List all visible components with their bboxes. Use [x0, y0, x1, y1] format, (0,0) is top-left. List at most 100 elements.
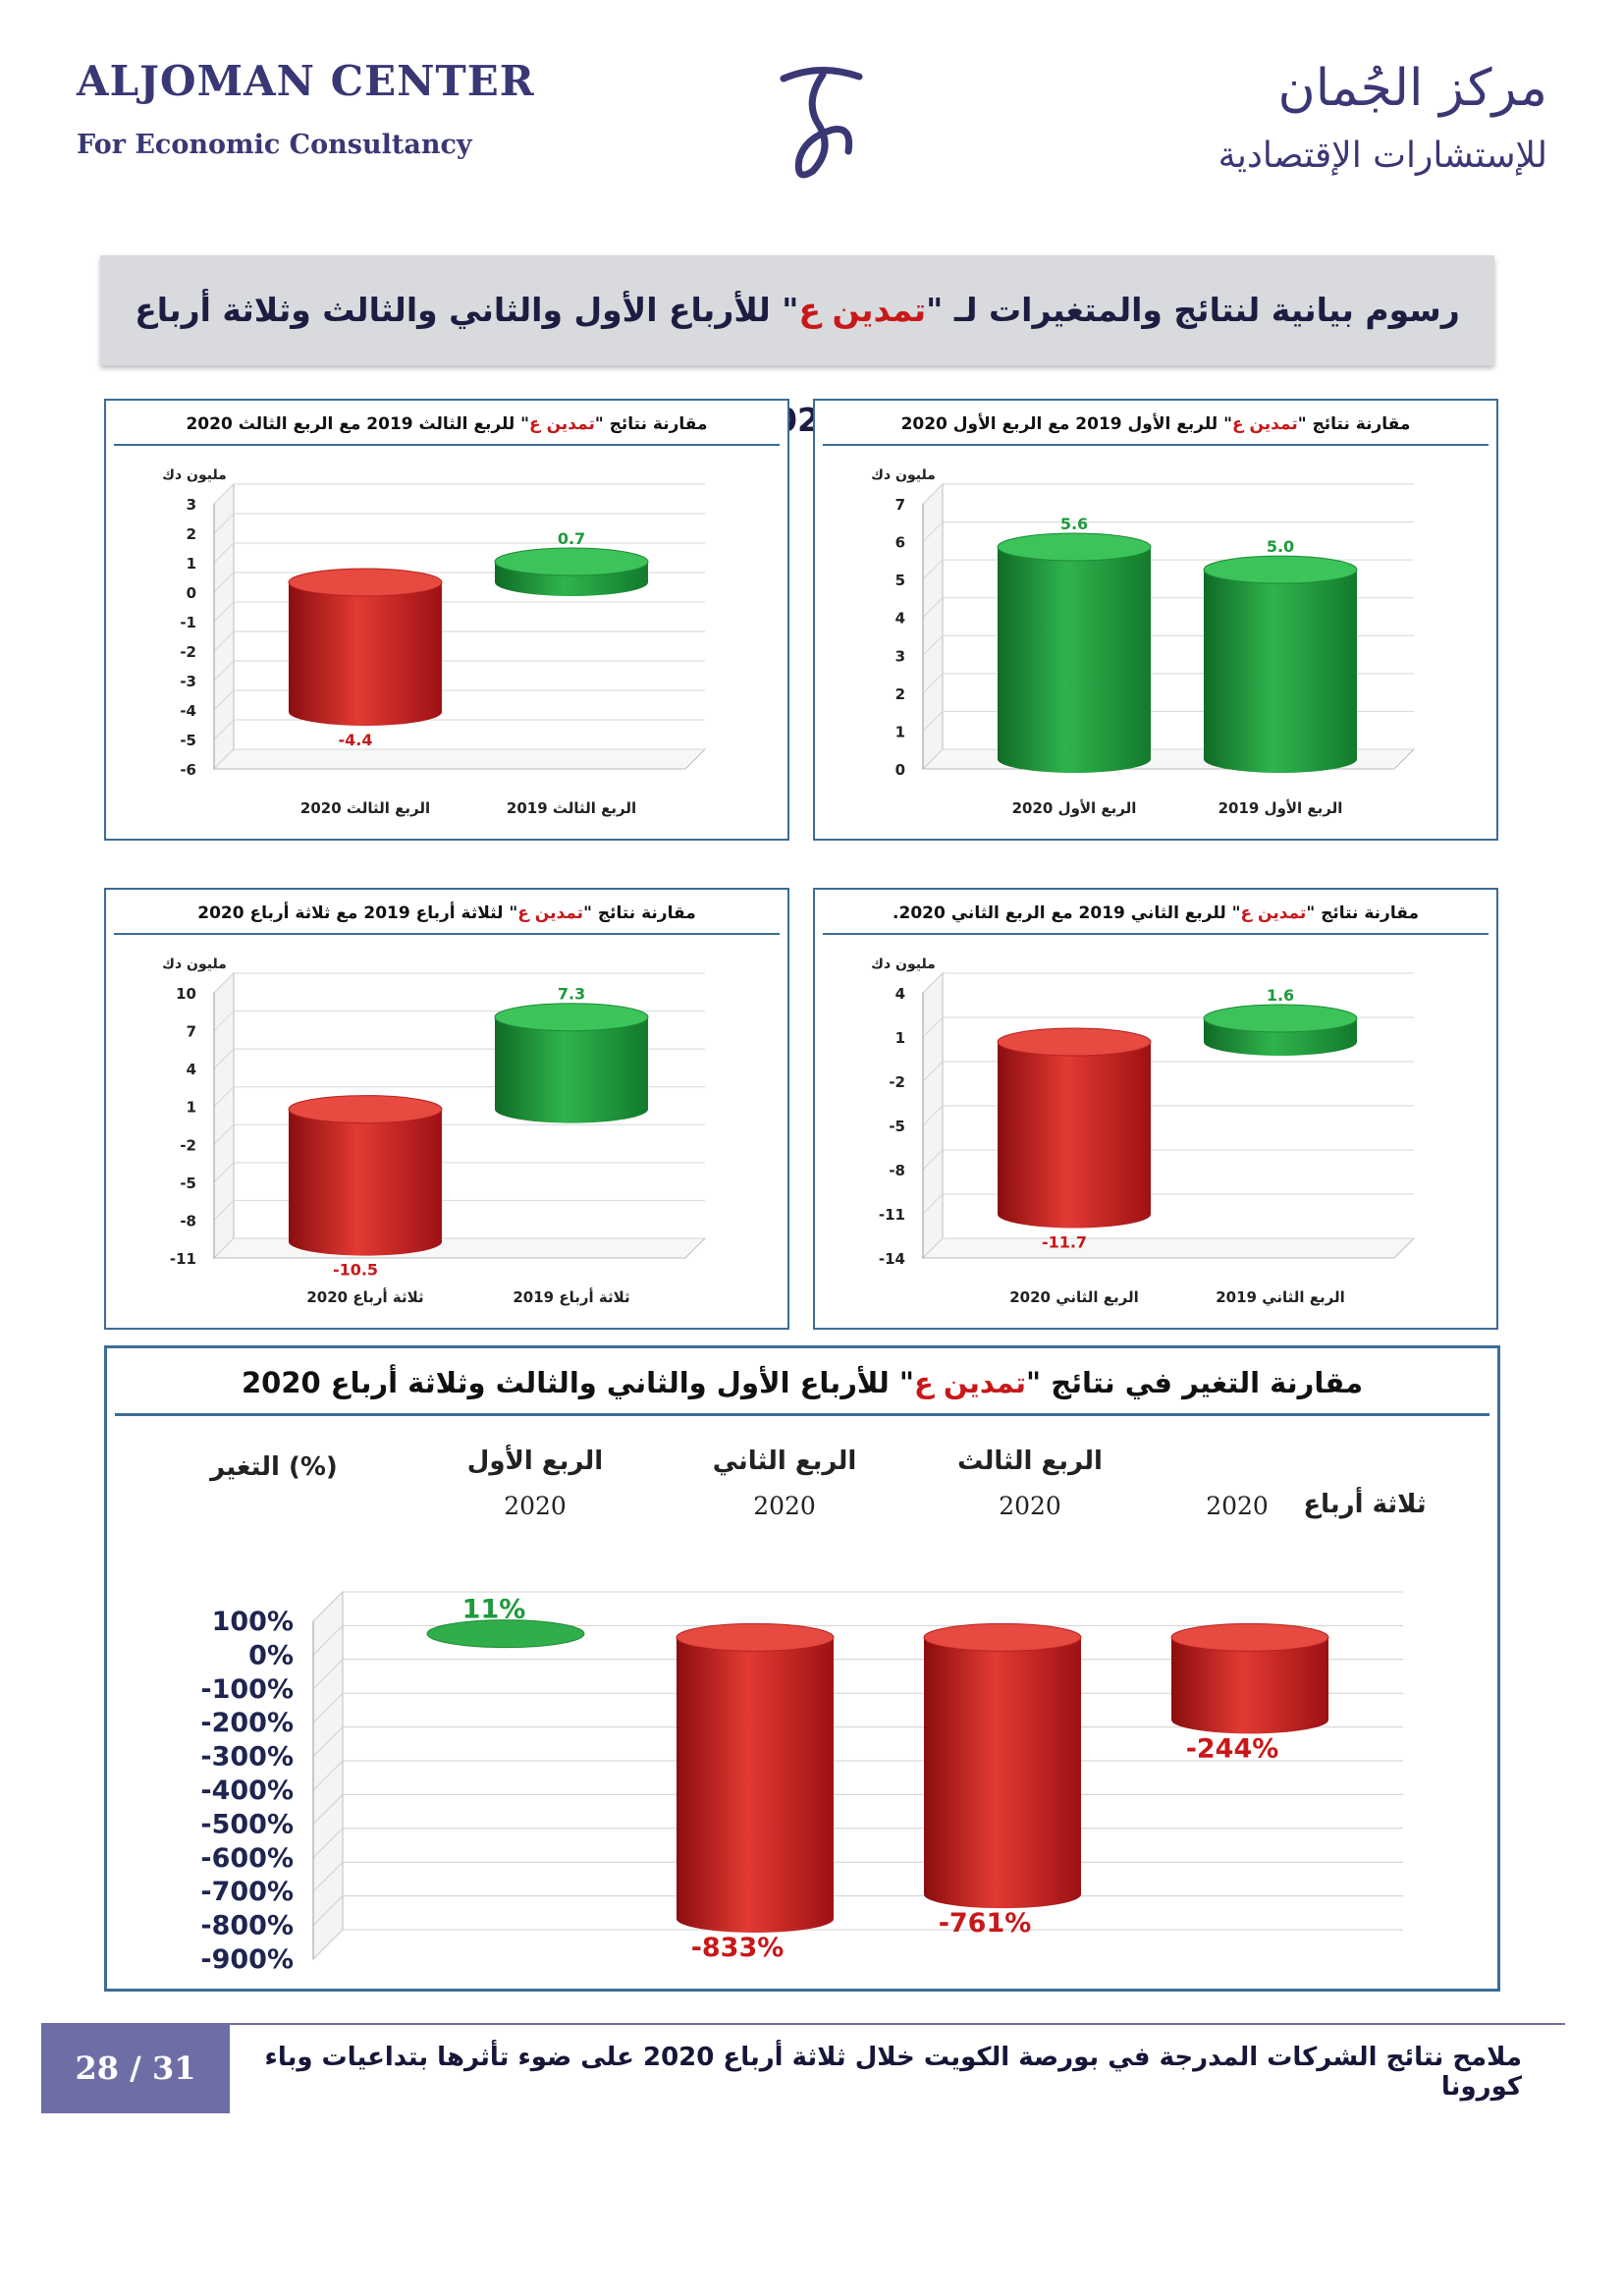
- footer-divider: [230, 2023, 1565, 2025]
- y-tick-label: -5: [180, 1175, 196, 1192]
- gridline: [312, 1624, 1403, 1656]
- bar-top: [676, 1622, 835, 1652]
- y-tick-label: 5: [895, 572, 905, 589]
- bar-top: [494, 547, 649, 576]
- y-tick-label: 1: [895, 1029, 905, 1047]
- chart-panel-q2: مقارنة نتائج "تمدين ع" للربع الثاني 2019…: [813, 888, 1498, 1330]
- chart-panel-q3: مقارنة نتائج "تمدين ع" للربع الثالث 2019…: [104, 399, 789, 841]
- data-label: 0.7: [558, 529, 585, 548]
- y-tick-label: -11: [170, 1250, 196, 1268]
- y-axis-label: مليون دك: [162, 957, 227, 972]
- floor: [921, 1237, 1416, 1259]
- brand-logo-icon: [766, 61, 874, 189]
- chart-title: مقارنة نتائج "تمدين ع" للربع الثالث 2019…: [114, 405, 780, 446]
- y-tick-label: -5: [889, 1118, 905, 1135]
- data-label: 1.6: [1267, 986, 1294, 1005]
- gridline: [213, 689, 705, 711]
- en-brand-subtitle: For Economic Consultancy: [77, 130, 472, 160]
- y-tick-label: -3: [180, 673, 196, 690]
- gridline: [312, 1760, 1403, 1791]
- gridline: [922, 1237, 1414, 1259]
- y-tick-label: -700%: [200, 1877, 294, 1907]
- gridline: [312, 1861, 1403, 1892]
- y-tick-label: 3: [187, 496, 196, 514]
- ar-brand-title: مركز الجُمان: [1277, 59, 1547, 118]
- gridline: [312, 1591, 1403, 1622]
- bar-positive: [998, 547, 1151, 773]
- chart-q3: 3 2 1 0 -1 -2 -3 -4 -5 -6 مليون دك -4.4 الربع الثالث…: [162, 467, 707, 817]
- gridline: [213, 719, 705, 740]
- page-banner: رسوم بيانية لنتائج والمتغيرات لـ "تمدين …: [100, 255, 1494, 439]
- gridline: [312, 1929, 1403, 1960]
- y-axis-label: مليون دك: [162, 467, 227, 483]
- data-label: 7.3: [558, 985, 585, 1004]
- gridline: [312, 1828, 1403, 1859]
- y-tick-label: -300%: [200, 1742, 294, 1773]
- y-tick-label: -14: [879, 1250, 905, 1268]
- y-tick-label: -1: [180, 614, 196, 631]
- y-tick-label: 10: [176, 985, 196, 1003]
- y-tick-label: -900%: [200, 1944, 294, 1975]
- category-label: الربع الأول 2020: [1012, 799, 1137, 817]
- gridline: [213, 1237, 705, 1259]
- y-tick-label: -2: [889, 1073, 905, 1091]
- side-wall: [213, 482, 235, 771]
- bar-positive: [426, 1619, 585, 1649]
- ar-brand-subtitle: للإستشارات الإقتصادية: [1218, 136, 1547, 176]
- y-tick-label: 0: [895, 761, 905, 779]
- y-tick-label: -2: [180, 1136, 196, 1154]
- col-year-nine: 2020: [1206, 1492, 1269, 1520]
- data-label: -11.7: [1042, 1233, 1087, 1252]
- footer-caption: ملامح نتائج الشركات المدرجة في بورصة الك…: [264, 2043, 1522, 2102]
- chart-q1: 7 6 5 4 3 2 1 0 مليون دك 5.6 الربع الأول 2020 5.0 ال…: [871, 467, 1416, 817]
- en-brand-title: ALJOMAN CENTER: [77, 57, 535, 105]
- chart-title: مقارنة نتائج "تمدين ع" لثلاثة أرباع 2019…: [114, 894, 780, 935]
- y-tick-label: -200%: [200, 1708, 294, 1738]
- bar-top: [923, 1622, 1082, 1652]
- col-head-nine: ثلاثة أرباع: [1303, 1490, 1427, 1519]
- y-tick-label: -800%: [200, 1911, 294, 1941]
- bar-top: [494, 1003, 649, 1032]
- gridline: [213, 483, 705, 505]
- gridline: [312, 1793, 1403, 1825]
- y-tick-label: 7: [895, 496, 905, 514]
- bar-positive: [1204, 570, 1357, 773]
- data-label: -833%: [691, 1933, 785, 1963]
- y-tick-label: 100%: [212, 1607, 294, 1637]
- y-tick-label: -500%: [200, 1809, 294, 1839]
- bar-negative: [677, 1637, 834, 1933]
- col-year-q3: 2020: [999, 1492, 1061, 1520]
- col-year-q1: 2020: [504, 1492, 567, 1520]
- change-ylabel: التغير (%): [210, 1452, 338, 1482]
- banner-prefix: رسوم بيانية لنتائج والمتغيرات لـ ": [926, 291, 1460, 329]
- gridline: [922, 521, 1414, 542]
- gridline: [213, 1199, 705, 1221]
- bar-negative: [289, 1109, 442, 1256]
- gridline: [213, 542, 705, 564]
- data-label: 11%: [462, 1595, 526, 1625]
- y-tick-label: 1: [187, 555, 196, 573]
- data-label: -4.4: [339, 731, 373, 749]
- gridline: [312, 1895, 1403, 1926]
- category-label: الربع الثالث 2019: [507, 799, 636, 817]
- y-axis-label: مليون دك: [871, 957, 936, 972]
- category-label: ثلاثة أرباع 2019: [513, 1287, 629, 1306]
- gridline: [213, 748, 705, 770]
- category-label: الربع الثاني 2020: [1009, 1288, 1139, 1306]
- y-tick-label: 4: [895, 610, 905, 628]
- side-wall: [922, 482, 944, 771]
- y-tick-label: 0%: [248, 1640, 294, 1670]
- bar-top: [997, 1027, 1152, 1057]
- gridline: [213, 1162, 705, 1183]
- y-tick-label: 3: [895, 647, 905, 665]
- y-tick-label: 6: [895, 534, 905, 552]
- col-head-q2: الربع الثاني: [712, 1447, 857, 1476]
- page-number: 28 / 31: [41, 2023, 230, 2113]
- gridline: [213, 601, 705, 623]
- y-tick-label: 2: [895, 685, 905, 703]
- data-label: -761%: [939, 1908, 1032, 1939]
- chart-change: 100%0% -100%-200% -300%-400%-500% -600%-700…: [200, 1590, 1403, 1975]
- bar-negative: [289, 582, 442, 726]
- gridline: [922, 972, 1414, 994]
- bar-top: [997, 532, 1152, 562]
